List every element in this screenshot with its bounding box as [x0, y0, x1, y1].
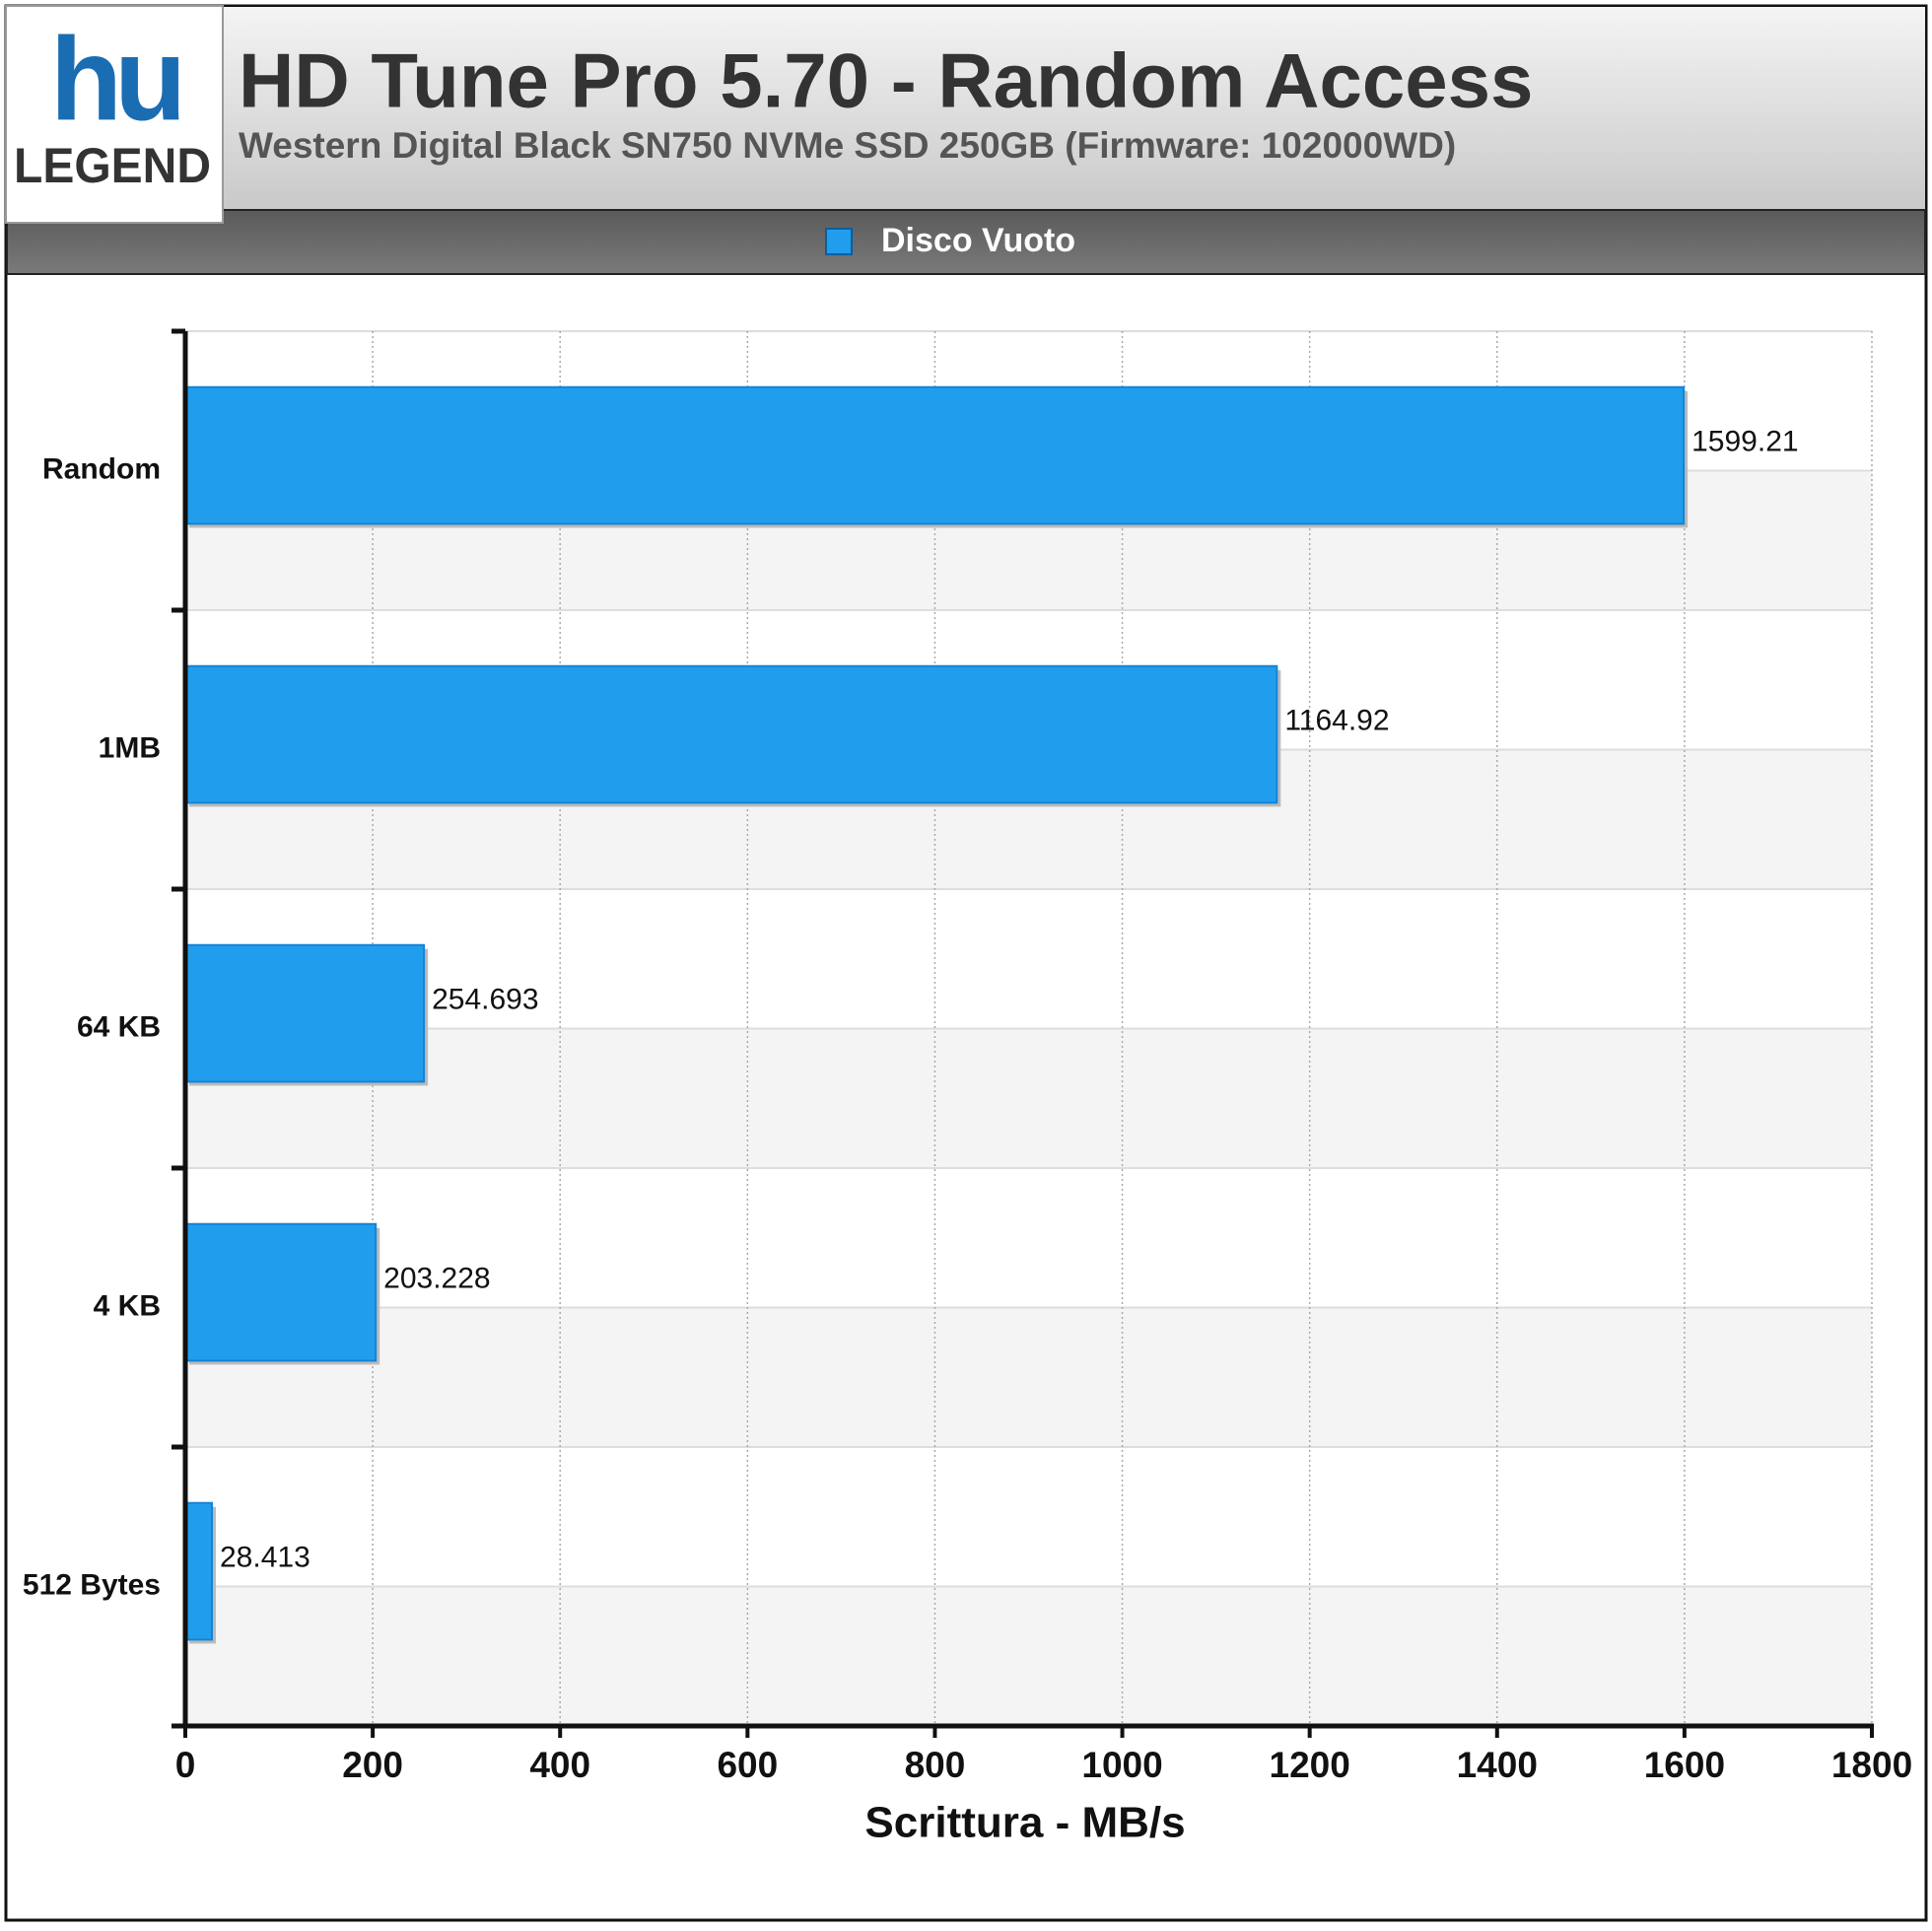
bar	[184, 943, 426, 1083]
bar	[184, 1222, 378, 1362]
value-label: 28.413	[220, 1541, 310, 1573]
value-label: 254.693	[432, 983, 538, 1015]
bar	[184, 385, 1686, 525]
value-label: 203.228	[383, 1262, 490, 1294]
x-tick-label: 1400	[1457, 1745, 1538, 1785]
y-tick-label: 4 KB	[94, 1289, 161, 1322]
x-tick-label: 400	[529, 1745, 590, 1785]
y-tick-label: Random	[42, 452, 161, 485]
chart-title: HD Tune Pro 5.70 - Random Access	[239, 37, 1533, 124]
x-tick-label: 1000	[1081, 1745, 1162, 1785]
x-tick-label: 1600	[1644, 1745, 1725, 1785]
x-tick-label: 600	[717, 1745, 778, 1785]
x-tick-label: 1800	[1831, 1745, 1912, 1785]
x-tick-label: 1200	[1270, 1745, 1350, 1785]
y-tick-label: 1MB	[99, 731, 161, 764]
logo-text: LEGEND	[14, 138, 211, 193]
value-label: 1599.21	[1691, 425, 1798, 457]
y-tick-label: 64 KB	[77, 1010, 161, 1043]
logo-box	[5, 5, 224, 224]
band-shade	[185, 1586, 1872, 1726]
band-shade	[185, 1028, 1872, 1168]
value-label: 1164.92	[1284, 704, 1389, 736]
bar	[184, 664, 1278, 804]
x-tick-label: 0	[175, 1745, 196, 1785]
x-axis-title: Scrittura - MB/s	[864, 1799, 1185, 1847]
logo-mark: hu	[50, 14, 179, 146]
chart-subtitle: Western Digital Black SN750 NVMe SSD 250…	[239, 125, 1456, 166]
y-tick-label: 512 Bytes	[23, 1568, 161, 1601]
x-tick-label: 200	[342, 1745, 403, 1785]
band-shade	[185, 1307, 1872, 1447]
header	[7, 7, 1925, 210]
legend-bar	[6, 209, 1926, 275]
legend-swatch	[825, 228, 853, 255]
x-tick-label: 800	[905, 1745, 966, 1785]
legend-label: Disco Vuoto	[881, 222, 1075, 259]
bar	[184, 1501, 214, 1641]
